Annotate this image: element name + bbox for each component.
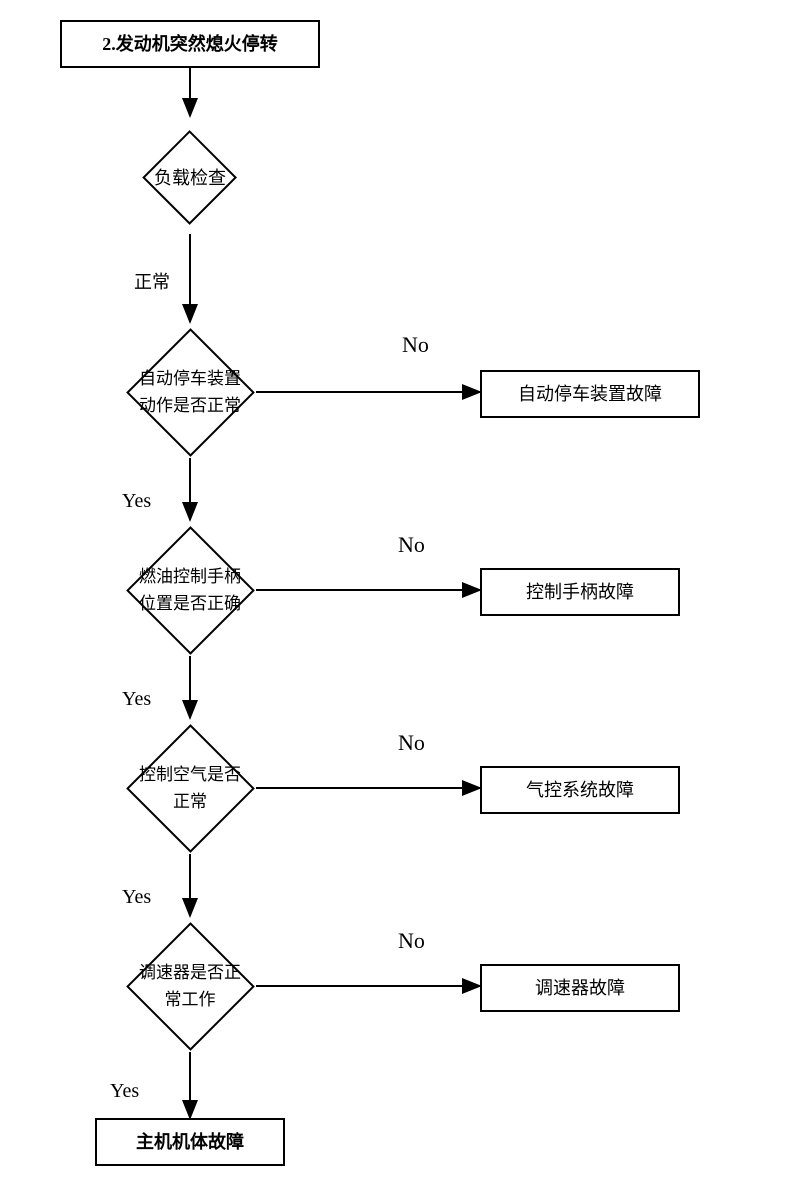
- d1-text: 负载检查: [134, 122, 246, 234]
- r3-text: 控制手柄故障: [514, 571, 646, 614]
- end-text: 主机机体故障: [124, 1121, 256, 1164]
- decision-load-check: 负载检查: [134, 122, 246, 234]
- d4-text: 控制空气是否 正常: [125, 723, 255, 853]
- d2-text: 自动停车装置 动作是否正常: [125, 327, 255, 457]
- decision-control-air: 控制空气是否 正常: [125, 723, 255, 853]
- label-normal: 正常: [132, 268, 172, 294]
- decision-governor: 调速器是否正 常工作: [125, 921, 255, 1051]
- d3-text: 燃油控制手柄 位置是否正确: [125, 525, 255, 655]
- r5-text: 调速器故障: [523, 967, 637, 1010]
- r2-text: 自动停车装置故障: [506, 373, 674, 416]
- end-node: 主机机体故障: [95, 1118, 285, 1166]
- label-yes-4: Yes: [108, 1080, 141, 1103]
- decision-auto-stop: 自动停车装置 动作是否正常: [125, 327, 255, 457]
- result-air-fault: 气控系统故障: [480, 766, 680, 814]
- label-yes-3: Yes: [120, 886, 153, 909]
- result-handle-fault: 控制手柄故障: [480, 568, 680, 616]
- d5-text: 调速器是否正 常工作: [125, 921, 255, 1051]
- result-auto-stop-fault: 自动停车装置故障: [480, 370, 700, 418]
- label-no-4: No: [396, 928, 427, 954]
- start-node: 2.发动机突然熄火停转: [60, 20, 320, 68]
- label-no-1: No: [400, 332, 431, 358]
- label-yes-2: Yes: [120, 688, 153, 711]
- edges-svg: [0, 0, 800, 1185]
- label-no-2: No: [396, 532, 427, 558]
- r4-text: 气控系统故障: [514, 769, 646, 812]
- label-yes-1: Yes: [120, 490, 153, 513]
- flowchart-container: 2.发动机突然熄火停转 负载检查 自动停车装置 动作是否正常 自动停车装置故障 …: [0, 0, 800, 1185]
- label-no-3: No: [396, 730, 427, 756]
- start-text: 2.发动机突然熄火停转: [90, 23, 290, 66]
- decision-fuel-handle: 燃油控制手柄 位置是否正确: [125, 525, 255, 655]
- result-governor-fault: 调速器故障: [480, 964, 680, 1012]
